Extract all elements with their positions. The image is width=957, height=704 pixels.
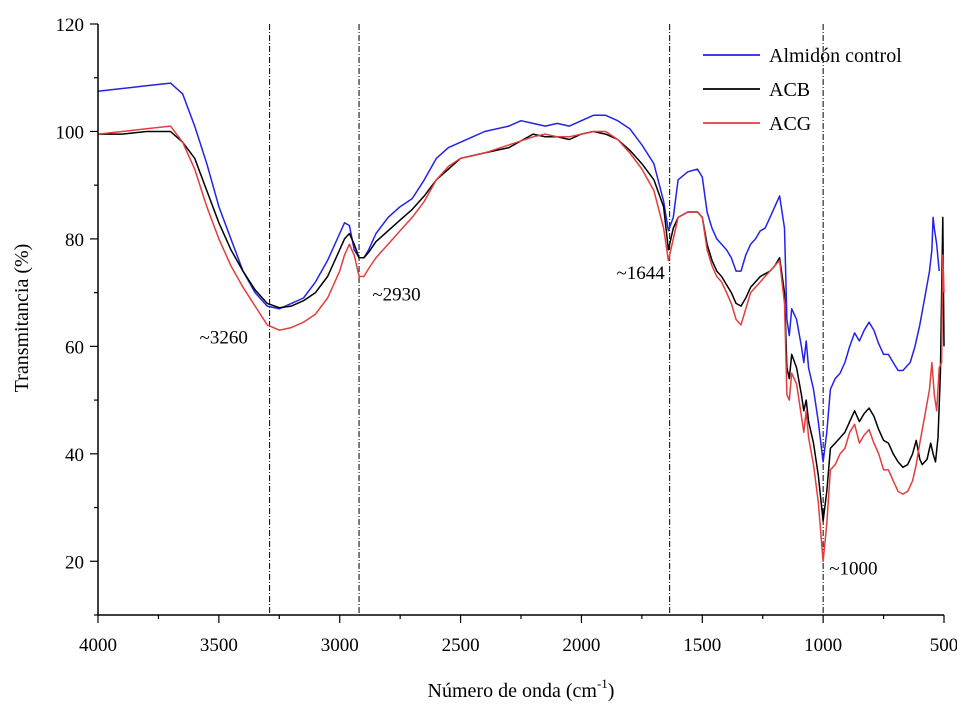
x-tick-label: 4000	[79, 635, 117, 656]
x-axis-label-superscript: -1	[597, 676, 608, 691]
x-axis-label-close: )	[608, 680, 615, 702]
x-tick-label: 1500	[683, 635, 721, 656]
y-tick-label: 20	[65, 552, 84, 573]
peak-labels: ~3260 ~2930 ~1644 ~1000	[200, 263, 878, 579]
x-tick-label: 2500	[442, 635, 480, 656]
legend-label-2: ACG	[769, 113, 811, 135]
x-tick-label: 3500	[200, 635, 238, 656]
peak-label: ~1000	[829, 559, 877, 580]
y-tick-label: 100	[56, 122, 85, 143]
peak-label: ~2930	[372, 285, 420, 306]
peak-label: ~1644	[617, 263, 666, 284]
legend-label-1: ACB	[769, 79, 810, 101]
y-tick-label: 40	[65, 445, 84, 466]
series-lines	[97, 82, 945, 563]
y-tick-label: 120	[56, 15, 85, 36]
legend: Almidón control ACB ACG	[703, 45, 902, 135]
x-tick-label: 2000	[562, 635, 600, 656]
x-tick-label: 500	[930, 635, 957, 656]
y-axis-label: Transmitancia (%)	[11, 244, 33, 393]
series-line-2	[97, 125, 945, 563]
series-line-0	[97, 82, 940, 463]
axes: 20 40 60 80 100 120 4000 3500 3000 2500 2000 1500 10…	[56, 15, 957, 656]
x-axis-label: Número de onda (cm-1)	[428, 676, 615, 702]
series-line-1	[98, 130, 945, 522]
x-axis-label-text: Número de onda (cm	[428, 680, 598, 702]
reference-lines	[269, 24, 824, 615]
x-tick-label: 1000	[804, 635, 842, 656]
y-tick-label: 60	[65, 337, 84, 358]
legend-label-0: Almidón control	[769, 45, 902, 67]
peak-label: ~3260	[200, 328, 248, 349]
y-tick-label: 80	[65, 230, 84, 251]
x-tick-label: 3000	[321, 635, 359, 656]
